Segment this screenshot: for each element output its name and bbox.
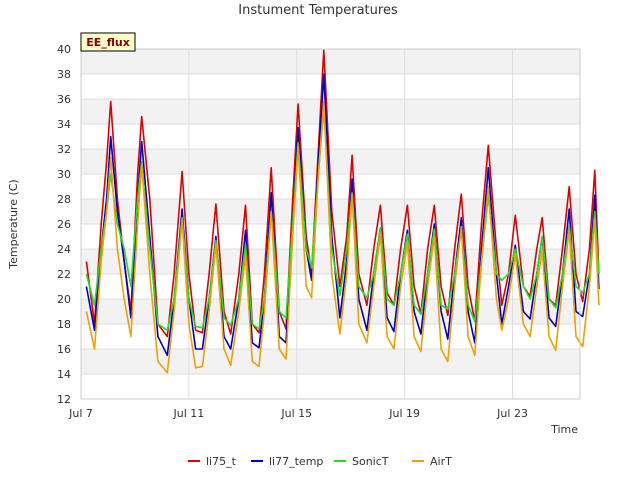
series-line-li77-temp bbox=[85, 73, 600, 357]
legend-label: SonicT bbox=[352, 455, 389, 468]
legend-item: li77_temp bbox=[251, 455, 323, 468]
series-line-sonict bbox=[85, 107, 600, 332]
y-tick-labels: 12 14 16 18 20 22 24 26 28 30 32 34 36 38 40 bbox=[57, 43, 71, 406]
y-tick-label: 28 bbox=[57, 193, 71, 206]
legend-label: li75_t bbox=[206, 455, 237, 468]
x-tick-labels: Jul 7 Jul 11 Jul 15 Jul 19 Jul 23 bbox=[68, 407, 528, 420]
legend-item: li75_t bbox=[188, 455, 237, 468]
series-line-airt bbox=[85, 100, 600, 374]
series-line-li75-t bbox=[85, 49, 600, 338]
y-tick-label: 14 bbox=[57, 368, 71, 381]
y-tick-label: 18 bbox=[57, 318, 71, 331]
legend: li75_t li77_temp SonicT AirT bbox=[188, 455, 452, 468]
y-tick-label: 34 bbox=[57, 118, 71, 131]
y-tick-label: 24 bbox=[57, 243, 71, 256]
x-tick-label: Jul 11 bbox=[173, 407, 205, 420]
y-tick-label: 40 bbox=[57, 43, 71, 56]
x-tick-label: Jul 23 bbox=[496, 407, 528, 420]
x-axis-label: Time bbox=[550, 423, 578, 436]
plot-band bbox=[81, 74, 580, 99]
plot-border bbox=[80, 48, 581, 400]
chart-title: Instument Temperatures bbox=[238, 3, 398, 18]
legend-label: AirT bbox=[430, 455, 452, 468]
y-tick-label: 12 bbox=[57, 393, 71, 406]
y-axis-label: Temperature (C) bbox=[7, 179, 20, 269]
plot-band bbox=[81, 374, 580, 399]
plot-band bbox=[81, 124, 580, 149]
legend-item: SonicT bbox=[334, 455, 389, 468]
plot-band bbox=[81, 99, 580, 124]
x-tick-label: Jul 19 bbox=[388, 407, 420, 420]
plot-band bbox=[81, 49, 580, 74]
y-tick-label: 38 bbox=[57, 68, 71, 81]
badge-label: EE_flux bbox=[86, 36, 130, 49]
ee-flux-badge: EE_flux bbox=[80, 32, 136, 52]
axes bbox=[80, 48, 581, 400]
y-tick-label: 26 bbox=[57, 218, 71, 231]
series-lines bbox=[85, 49, 600, 374]
y-tick-label: 22 bbox=[57, 268, 71, 281]
legend-item: AirT bbox=[412, 455, 452, 468]
y-tick-label: 36 bbox=[57, 93, 71, 106]
y-tick-label: 20 bbox=[57, 293, 71, 306]
y-tick-label: 32 bbox=[57, 143, 71, 156]
y-tick-label: 16 bbox=[57, 343, 71, 356]
x-tick-label: Jul 15 bbox=[280, 407, 312, 420]
y-tick-label: 30 bbox=[57, 168, 71, 181]
x-tick-label: Jul 7 bbox=[68, 407, 93, 420]
plot-band bbox=[81, 349, 580, 374]
legend-label: li77_temp bbox=[269, 455, 323, 468]
